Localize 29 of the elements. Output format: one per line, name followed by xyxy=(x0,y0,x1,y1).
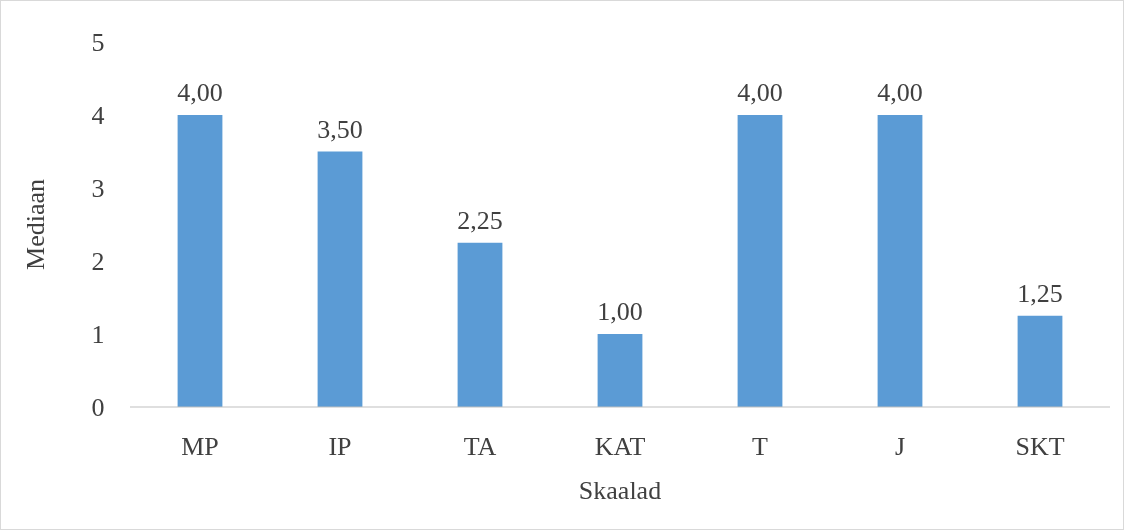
bar xyxy=(457,242,503,407)
x-tick-label: TA xyxy=(463,432,497,461)
y-tick-label: 1 xyxy=(91,320,105,350)
y-tick-label: 3 xyxy=(91,174,105,204)
data-label: 4,00 xyxy=(177,78,223,107)
bar xyxy=(597,334,643,407)
data-label: 2,25 xyxy=(457,205,503,235)
data-label: 4,00 xyxy=(877,78,923,107)
bar xyxy=(1017,315,1063,407)
data-label: 1,00 xyxy=(597,297,643,326)
x-tick-label: KAT xyxy=(594,432,646,461)
y-axis-title: Mediaan xyxy=(21,179,50,270)
data-label: 3,50 xyxy=(317,114,363,144)
x-tick-label: SKT xyxy=(1015,432,1065,461)
x-tick-label: IP xyxy=(328,432,352,461)
bar xyxy=(737,115,783,407)
y-tick-label: 4 xyxy=(91,101,105,131)
bar xyxy=(177,115,223,407)
data-label: 1,25 xyxy=(1017,278,1063,308)
x-tick-label: J xyxy=(894,432,906,461)
bar xyxy=(317,151,363,407)
y-tick-label: 5 xyxy=(91,28,105,58)
x-tick-label: MP xyxy=(181,432,219,461)
data-label: 4,00 xyxy=(737,78,783,107)
y-tick-label: 0 xyxy=(91,393,105,423)
x-tick-label: T xyxy=(752,432,769,461)
y-tick-label: 2 xyxy=(91,247,105,277)
bar xyxy=(877,115,923,407)
x-axis-title: Skaalad xyxy=(578,476,662,505)
